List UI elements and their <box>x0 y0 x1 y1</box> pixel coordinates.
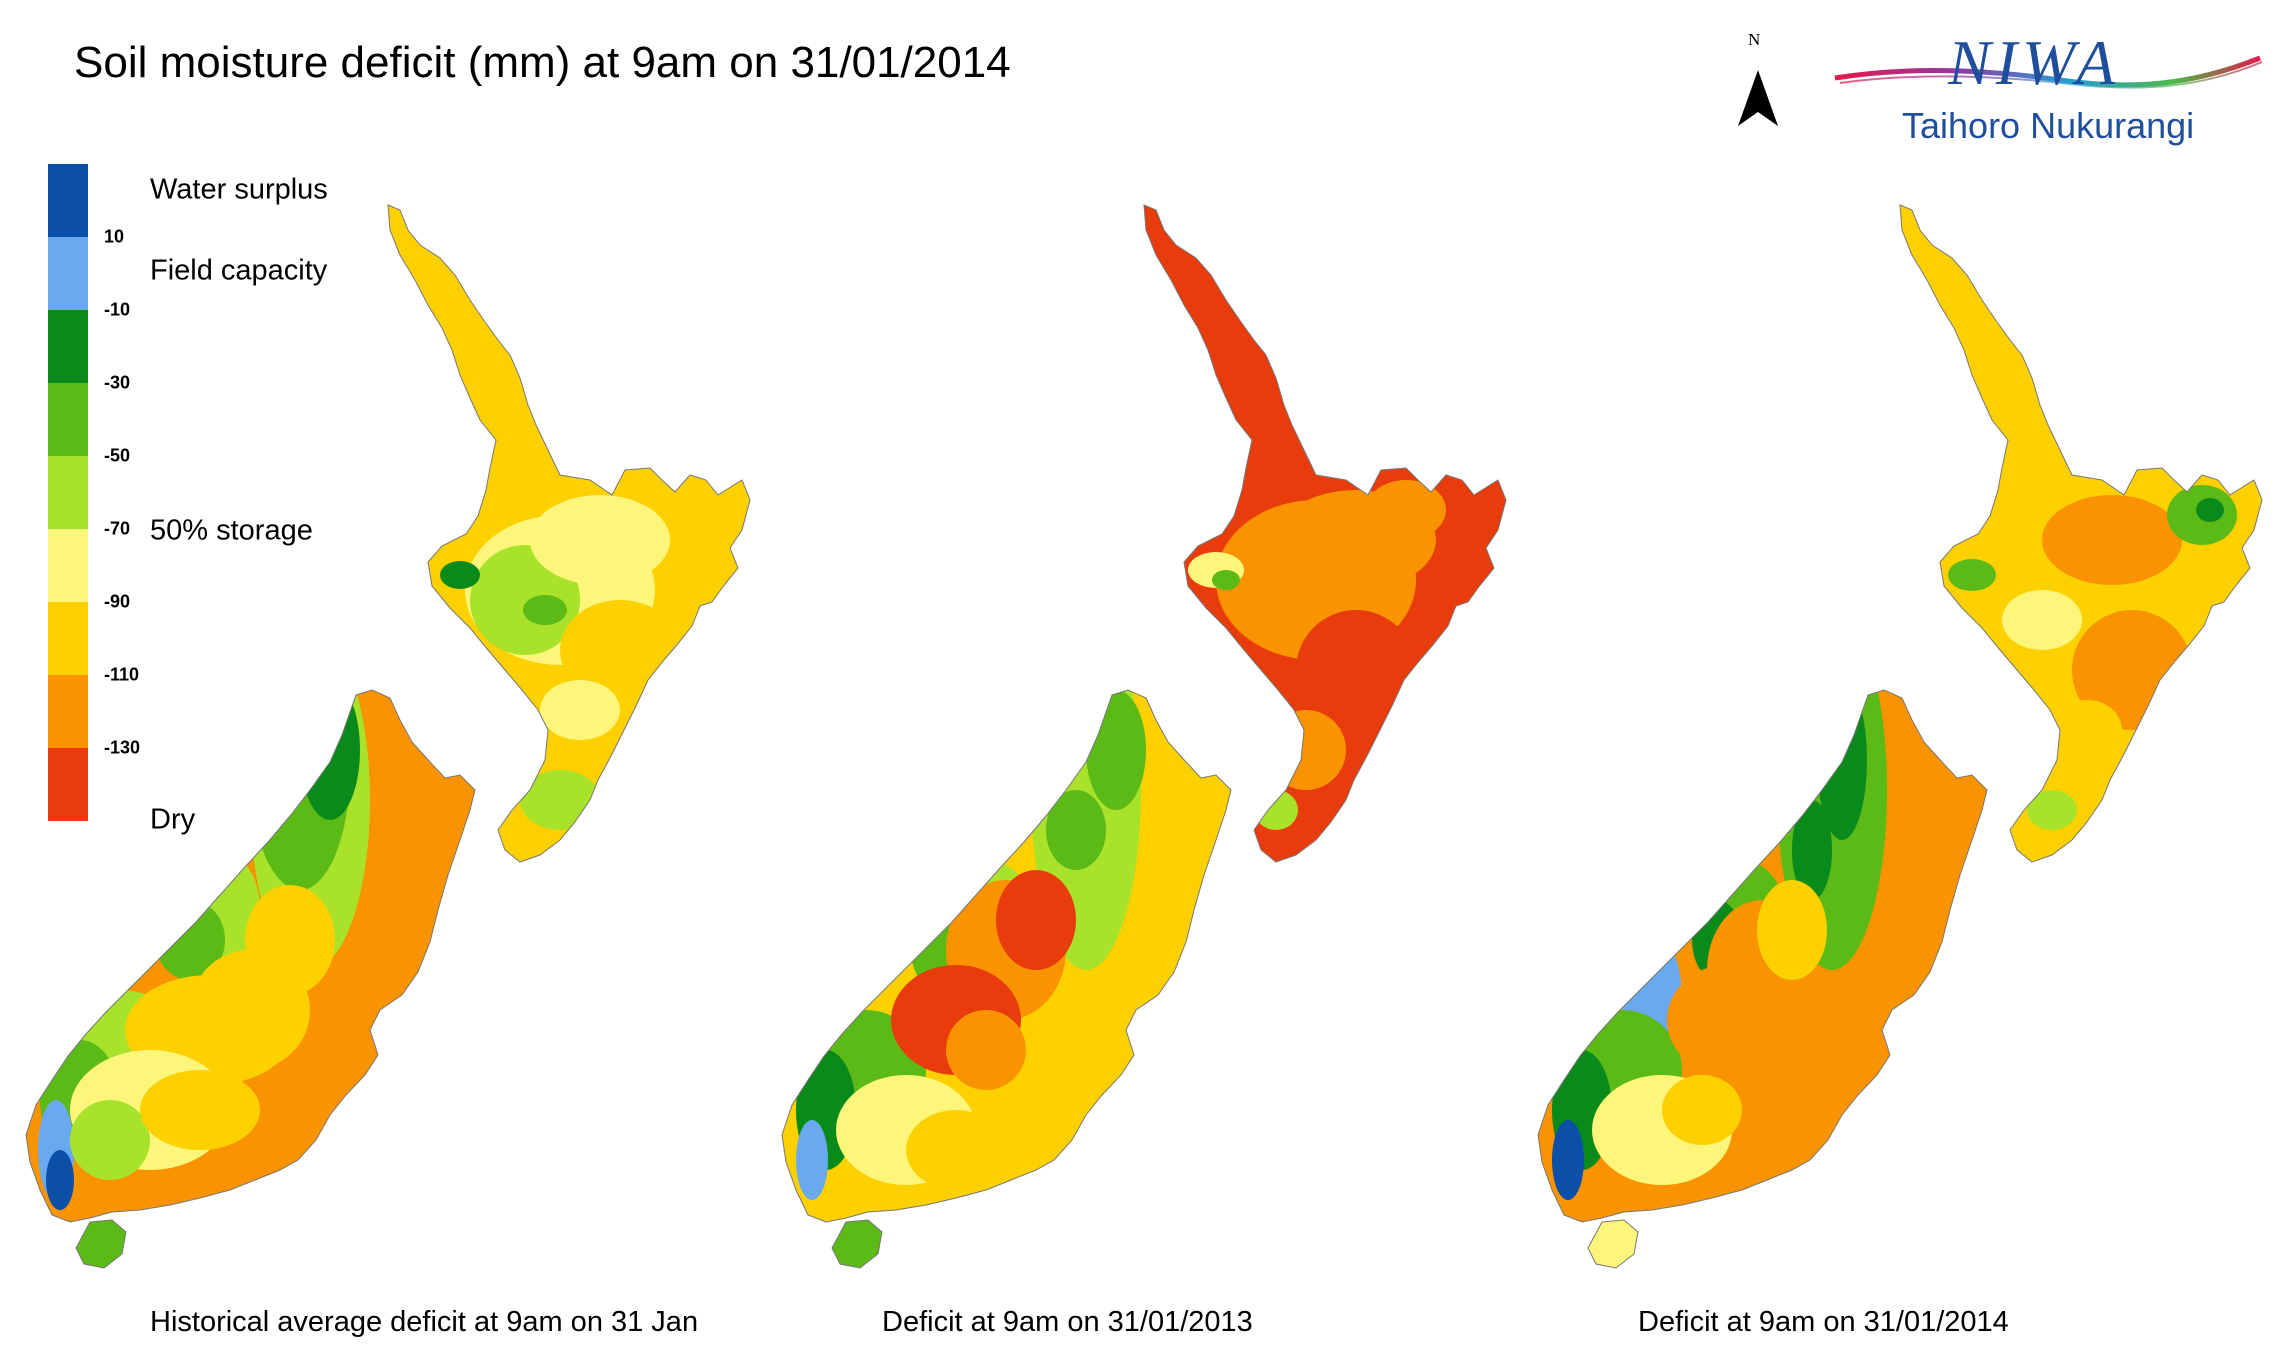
coastline <box>1537 689 1988 1223</box>
deficit-zone <box>906 1110 1006 1190</box>
legend-swatch <box>48 529 88 602</box>
deficit-zone <box>1266 710 1346 790</box>
map-2014 <box>1512 150 2272 1295</box>
page-title: Soil moisture deficit (mm) at 9am on 31/… <box>74 38 1011 87</box>
deficit-zone <box>530 495 670 585</box>
logo-swoosh-icon <box>1834 55 2263 89</box>
coastline <box>781 689 1232 1223</box>
deficit-zone <box>520 770 600 830</box>
legend-tick: -30 <box>104 372 131 393</box>
legend-swatch <box>48 748 88 821</box>
legend-tick: -90 <box>104 591 131 612</box>
nz-map-2014 <box>1537 204 2263 1269</box>
deficit-zone <box>1254 790 1298 830</box>
deficit-zone <box>1662 1075 1742 1145</box>
coastline <box>1143 204 1507 863</box>
legend-swatch <box>48 602 88 675</box>
coastline <box>387 204 751 863</box>
stewart-island <box>1588 1220 1638 1268</box>
deficit-zone <box>540 680 620 740</box>
niwa-logo: NIWA Taihoro Nukurangi <box>1830 27 2270 158</box>
legend-tick: -70 <box>104 518 131 539</box>
deficit-zone <box>2002 590 2082 650</box>
nz-map-historical <box>25 204 751 1269</box>
legend-label-field-capacity: Field capacity <box>150 254 328 287</box>
deficit-zone <box>560 600 680 700</box>
deficit-zone <box>70 1100 150 1180</box>
deficit-zones <box>796 480 1446 1200</box>
legend-swatch <box>48 237 88 310</box>
deficit-zone <box>1948 559 1996 591</box>
coastline <box>75 1219 127 1269</box>
legend-swatch <box>48 383 88 456</box>
deficit-zone <box>1757 880 1827 980</box>
deficit-zone <box>440 561 480 589</box>
deficit-zone <box>245 885 335 995</box>
deficit-zone <box>946 1010 1026 1090</box>
deficit-zone <box>1792 800 1832 900</box>
legend-label-surplus: Water surplus <box>150 173 328 206</box>
deficit-zone <box>2196 498 2224 522</box>
legend-tick: -50 <box>104 445 131 466</box>
deficit-zone <box>1552 1120 1584 1200</box>
legend-swatch <box>48 675 88 748</box>
legend-tick: 10 <box>104 226 125 247</box>
coastline <box>1899 204 2263 863</box>
deficit-zone <box>1366 480 1446 540</box>
legend-swatch <box>48 310 88 383</box>
deficit-zone <box>523 595 567 625</box>
coastline <box>1587 1219 1639 1269</box>
deficit-zone <box>1086 690 1146 810</box>
deficit-zone <box>2042 495 2182 585</box>
caption-2014: Deficit at 9am on 31/01/2014 <box>1638 1306 2009 1338</box>
map-2013 <box>756 150 1516 1295</box>
deficit-zone <box>2052 700 2122 760</box>
legend-swatch <box>48 164 88 237</box>
coastline <box>831 1219 883 1269</box>
caption-2013: Deficit at 9am on 31/01/2013 <box>882 1306 1253 1338</box>
north-label: N <box>1748 30 1761 49</box>
legend: 10 -10 -30 -50 -70 -90 -110 -130 Water surplus … <box>48 164 348 836</box>
logo-tagline: Taihoro Nukurangi <box>1902 105 2195 146</box>
deficit-zone <box>996 870 1076 970</box>
logo-brand: NIWA <box>1948 27 2120 98</box>
deficit-zone <box>1667 965 1787 1075</box>
legend-tick: -10 <box>104 299 131 320</box>
deficit-zone <box>1212 570 1240 590</box>
deficit-zone <box>46 1150 74 1210</box>
stewart-island <box>832 1220 882 1268</box>
deficit-zone <box>796 1120 828 1200</box>
legend-label-storage: 50% storage <box>150 514 313 547</box>
legend-tick: -110 <box>104 664 140 685</box>
stewart-island <box>76 1220 126 1268</box>
coastline <box>25 689 476 1223</box>
legend-label-dry: Dry <box>150 803 196 836</box>
map-historical <box>0 150 760 1295</box>
legend-swatch <box>48 456 88 529</box>
deficit-zone <box>1296 610 1416 730</box>
nz-map-2013 <box>781 204 1507 1269</box>
north-arrow: N <box>1734 30 1782 130</box>
deficit-zone <box>2027 790 2077 830</box>
caption-historical: Historical average deficit at 9am on 31 … <box>150 1306 699 1338</box>
legend-tick: -130 <box>104 737 141 758</box>
deficit-zone <box>140 1070 260 1150</box>
north-arrow-icon <box>1738 70 1778 126</box>
deficit-zone <box>300 680 360 820</box>
deficit-zone <box>1046 790 1106 870</box>
